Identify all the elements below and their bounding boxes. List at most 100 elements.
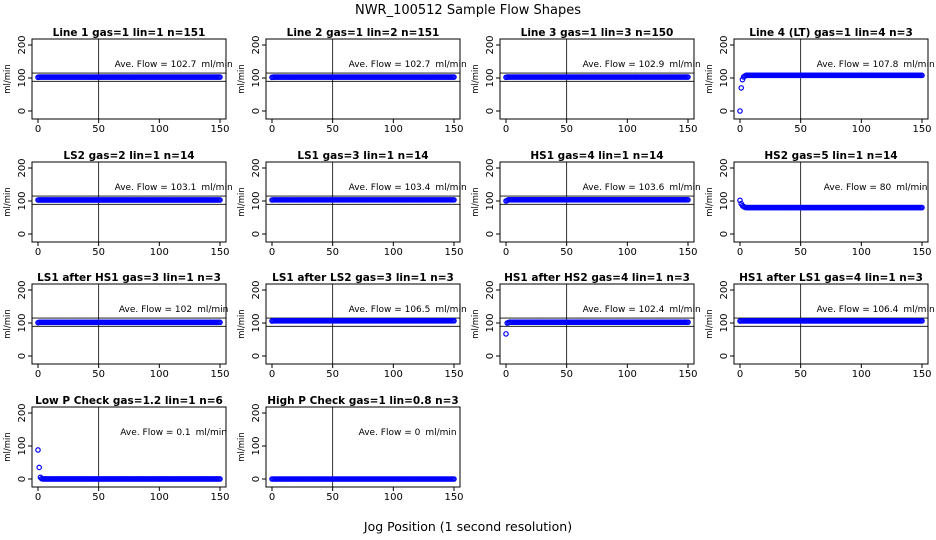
panel-title: Line 1 gas=1 lin=1 n=151 <box>53 27 206 39</box>
x-tick-label: 150 <box>444 492 463 503</box>
ave-flow-annotation: Ave. Flow = 106.4 ml/min <box>817 305 935 315</box>
x-tick-label: 100 <box>384 492 403 503</box>
ave-flow-value: 106.4 <box>873 305 899 315</box>
panel-11: HS1 after HS2 gas=4 lin=1 n=3 0 50 100 150 0 1… <box>471 272 701 380</box>
ave-flow-value: 80 <box>880 183 892 193</box>
y-tick-label: 200 <box>251 35 262 54</box>
ave-flow-value: 0 <box>415 428 421 438</box>
y-axis-label: ml/min <box>3 64 13 94</box>
data-point <box>217 74 223 80</box>
panel-1: Line 1 gas=1 lin=1 n=151 0 50 100 150 0 100 200… <box>3 27 233 135</box>
x-tick-label: 100 <box>618 124 637 135</box>
y-axis-label: ml/min <box>471 187 481 217</box>
ave-flow-unit: ml/min <box>669 60 700 70</box>
y-tick-label: 200 <box>17 35 28 54</box>
ave-flow-annotation: Ave. Flow = 103.4 ml/min <box>349 183 467 193</box>
y-axis-label: ml/min <box>705 309 715 339</box>
ave-flow-unit: ml/min <box>201 183 232 193</box>
data-point <box>451 318 457 324</box>
y-tick-label: 100 <box>719 68 730 87</box>
ave-flow-value: 102.9 <box>639 60 665 70</box>
y-tick-label: 100 <box>485 313 496 332</box>
ave-flow-value: 106.5 <box>405 305 431 315</box>
x-tick-label: 50 <box>326 492 339 503</box>
y-tick-label: 0 <box>17 353 28 359</box>
ave-flow-unit: ml/min <box>197 305 228 315</box>
panel-title: HS2 gas=5 lin=1 n=14 <box>764 150 897 162</box>
x-tick-label: 0 <box>737 124 743 135</box>
x-tick-label: 100 <box>384 124 403 135</box>
plot-frame <box>733 38 929 120</box>
x-tick-label: 150 <box>444 124 463 135</box>
ave-flow-annotation: Ave. Flow = 102.7 ml/min <box>349 60 467 70</box>
y-axis-label: ml/min <box>3 432 13 462</box>
y-tick-label: 100 <box>17 191 28 210</box>
panel-title: LS1 after LS2 gas=3 lin=1 n=3 <box>272 272 454 284</box>
ave-flow-prefix: Ave. Flow = <box>359 428 415 438</box>
ave-flow-annotation: Ave. Flow = 102.7 ml/min <box>115 60 233 70</box>
data-points <box>269 74 457 81</box>
x-tick-label: 150 <box>912 247 931 258</box>
x-tick-label: 150 <box>210 369 229 380</box>
x-tick-label: 150 <box>678 124 697 135</box>
data-points <box>269 197 457 203</box>
panel-7: HS1 gas=4 lin=1 n=14 0 50 100 150 0 100 200 ml/m… <box>471 150 701 258</box>
ave-flow-prefix: Ave. Flow = <box>583 305 639 315</box>
panel-title: LS2 gas=2 lin=1 n=14 <box>63 150 194 162</box>
ave-flow-annotation: Ave. Flow = 106.5 ml/min <box>349 305 467 315</box>
data-points <box>737 197 925 211</box>
y-tick-label: 200 <box>719 280 730 299</box>
panel-9: LS1 after HS1 gas=3 lin=1 n=3 0 50 100 150 0 1… <box>3 272 230 380</box>
ave-flow-prefix: Ave. Flow = <box>583 183 639 193</box>
data-point <box>451 74 457 80</box>
data-point <box>217 319 223 326</box>
figure-xlabel: Jog Position (1 second resolution) <box>363 519 572 534</box>
y-axis-label: ml/min <box>705 187 715 217</box>
y-tick-label: 100 <box>485 68 496 87</box>
data-points <box>269 476 457 482</box>
ave-flow-prefix: Ave. Flow = <box>349 305 405 315</box>
y-tick-label: 200 <box>251 403 262 422</box>
y-tick-label: 100 <box>719 313 730 332</box>
data-point <box>217 476 223 482</box>
y-tick-label: 100 <box>251 191 262 210</box>
ave-flow-annotation: Ave. Flow = 102 ml/min <box>119 305 229 315</box>
panel-title: Low P Check gas=1.2 lin=1 n=6 <box>35 395 223 407</box>
panel-13: Low P Check gas=1.2 lin=1 n=6 0 50 100 150 0 1… <box>3 395 230 503</box>
x-tick-label: 0 <box>269 492 275 503</box>
y-axis-label: ml/min <box>237 187 247 217</box>
x-tick-label: 0 <box>503 247 509 258</box>
plot-frame <box>499 283 695 365</box>
ave-flow-value: 102.7 <box>405 60 431 70</box>
y-axis-label: ml/min <box>237 432 247 462</box>
y-axis-label: ml/min <box>705 64 715 94</box>
x-tick-label: 50 <box>794 247 807 258</box>
ave-flow-value: 102.4 <box>639 305 665 315</box>
data-points <box>35 74 223 81</box>
data-point <box>35 447 41 453</box>
x-tick-label: 0 <box>35 492 41 503</box>
x-tick-label: 50 <box>92 369 105 380</box>
x-tick-label: 0 <box>35 124 41 135</box>
ave-flow-annotation: Ave. Flow = 103.1 ml/min <box>115 183 233 193</box>
data-point <box>739 76 746 83</box>
y-tick-label: 100 <box>251 68 262 87</box>
data-point <box>451 197 457 203</box>
panel-12: HS1 after LS1 gas=4 lin=1 n=3 0 50 100 150 0 1… <box>705 272 935 380</box>
ave-flow-unit: ml/min <box>896 183 927 193</box>
data-points <box>503 197 691 204</box>
x-tick-label: 50 <box>92 492 105 503</box>
plot-frame <box>265 283 461 365</box>
x-tick-label: 100 <box>852 124 871 135</box>
y-tick-label: 100 <box>719 191 730 210</box>
x-tick-label: 150 <box>210 247 229 258</box>
y-tick-label: 0 <box>719 231 730 237</box>
x-tick-label: 50 <box>560 124 573 135</box>
data-points <box>737 72 925 114</box>
x-tick-label: 0 <box>737 369 743 380</box>
data-point <box>685 197 691 203</box>
ave-flow-annotation: Ave. Flow = 80 ml/min <box>824 183 928 193</box>
x-tick-label: 100 <box>618 247 637 258</box>
x-tick-label: 0 <box>35 369 41 380</box>
